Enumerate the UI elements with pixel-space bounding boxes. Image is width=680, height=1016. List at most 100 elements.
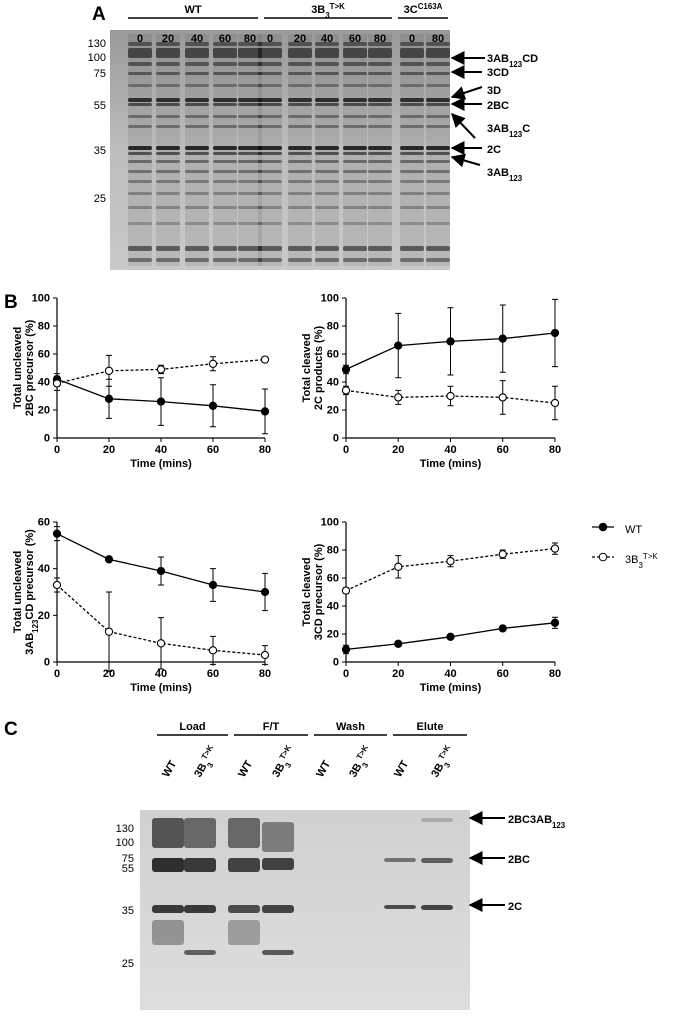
mw-marker: 55 xyxy=(122,863,134,875)
lane-label: 80 xyxy=(432,33,444,45)
gel-band xyxy=(213,98,237,102)
gel-band xyxy=(288,258,312,262)
x-tick-label: 40 xyxy=(155,668,167,680)
gel-band xyxy=(152,818,184,848)
gel-band xyxy=(238,48,262,58)
y-tick-label: 100 xyxy=(321,293,339,305)
gel-band xyxy=(426,152,450,155)
mw-marker: 75 xyxy=(94,68,106,80)
data-point xyxy=(341,586,351,595)
gel-band xyxy=(156,170,180,173)
gel-band xyxy=(185,48,209,58)
gel-band xyxy=(384,858,416,862)
gel-band xyxy=(315,206,339,209)
gel-band xyxy=(368,146,392,150)
gel-band xyxy=(152,905,184,913)
data-point xyxy=(446,632,455,641)
data-point xyxy=(156,566,166,576)
text-segment: T>K xyxy=(277,743,293,761)
gel-band xyxy=(343,170,367,173)
gel-band xyxy=(213,222,237,225)
gel-band xyxy=(315,98,339,102)
gel-band xyxy=(288,160,312,163)
gel-band xyxy=(343,48,367,58)
gel-band xyxy=(185,115,209,118)
gel-band xyxy=(228,905,260,913)
data-point xyxy=(394,562,403,571)
gel-band xyxy=(156,84,180,87)
gel-band xyxy=(426,146,450,150)
gel-band xyxy=(343,152,367,155)
gel-band xyxy=(128,152,152,155)
x-tick-label: 40 xyxy=(444,668,456,680)
gel-band xyxy=(152,858,184,872)
gel-band xyxy=(213,192,237,195)
gel-band xyxy=(228,920,260,945)
gel-band xyxy=(238,98,262,102)
text-segment: 3B xyxy=(311,4,325,16)
band-label: 3AB123 xyxy=(487,167,523,183)
group-label: Wash xyxy=(336,721,365,733)
y-axis-label: Total cleaved xyxy=(301,558,313,627)
gel-band xyxy=(368,246,392,251)
text-segment: 2C xyxy=(508,901,522,913)
gel-band xyxy=(400,42,424,46)
data-point xyxy=(341,386,351,395)
gel-band xyxy=(213,146,237,150)
gel-band xyxy=(258,103,282,106)
gel-band xyxy=(258,98,282,102)
data-point xyxy=(550,544,560,553)
band-label: 2BC xyxy=(487,100,509,112)
y-tick-label: 20 xyxy=(327,405,339,417)
data-point xyxy=(156,397,166,406)
data-point xyxy=(498,624,507,633)
text-segment: Total cleaved xyxy=(301,334,313,403)
gel-band xyxy=(288,72,312,75)
gel-band xyxy=(213,48,237,58)
gel-band xyxy=(426,258,450,262)
gel-band xyxy=(258,246,282,251)
data-point xyxy=(550,328,560,338)
mw-marker: 100 xyxy=(116,837,134,849)
panel-label: B xyxy=(4,292,18,313)
y-axis-label: Total cleaved xyxy=(301,334,313,403)
y-axis-label: Total uncleaved xyxy=(12,327,24,409)
legend-label: 3B3T>K xyxy=(625,552,658,570)
gel-band xyxy=(400,48,424,58)
gel-band xyxy=(258,84,282,87)
data-point xyxy=(394,639,403,648)
gel-band xyxy=(262,858,294,870)
text-segment: 123 xyxy=(509,174,523,183)
x-tick-label: 80 xyxy=(259,444,271,456)
gel-band xyxy=(343,98,367,102)
gel-band xyxy=(368,42,392,46)
text-segment: 3B xyxy=(625,554,638,566)
gel-band xyxy=(343,72,367,75)
mw-marker: 75 xyxy=(122,853,134,865)
gel-band xyxy=(426,62,450,66)
lane-label: 40 xyxy=(321,33,333,45)
mw-marker: 35 xyxy=(94,145,106,157)
gel-band xyxy=(128,125,152,128)
gel-band xyxy=(128,103,152,106)
gel-band xyxy=(288,125,312,128)
gel-band xyxy=(368,98,392,102)
gel-band xyxy=(368,103,392,106)
gel-band xyxy=(315,84,339,87)
data-point xyxy=(156,365,166,374)
data-point xyxy=(341,645,351,654)
y-tick-label: 80 xyxy=(327,545,339,557)
gel-band xyxy=(368,84,392,87)
gel-band xyxy=(288,103,312,106)
gel-band xyxy=(288,146,312,150)
data-point xyxy=(260,355,270,364)
gel-band xyxy=(185,170,209,173)
y-tick-label: 20 xyxy=(327,629,339,641)
gel-band xyxy=(368,125,392,128)
lane-label: 20 xyxy=(162,33,174,45)
gel-band xyxy=(258,192,282,195)
gel-band xyxy=(400,222,424,225)
gel-band xyxy=(238,84,262,87)
text-segment: Total cleaved xyxy=(301,558,313,627)
gel-band xyxy=(258,72,282,75)
